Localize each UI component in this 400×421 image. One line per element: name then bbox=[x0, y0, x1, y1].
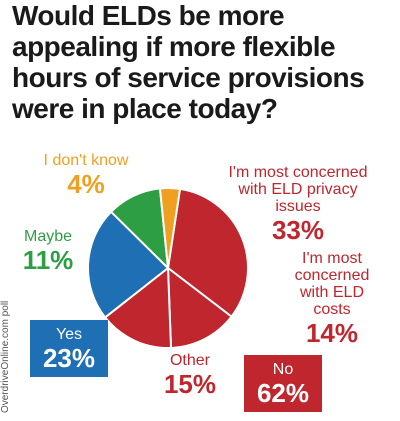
chart-title: Would ELDs be more appealing if more fle… bbox=[12, 0, 365, 124]
pie-slice-i-m-most-concerned-with-eld-privacy-issues bbox=[166, 187, 249, 319]
label-yes-text: Yes bbox=[55, 326, 83, 343]
label-costs: I'm most concerned with ELD costs 14% bbox=[286, 250, 378, 346]
source-credit: OverdriveOnline.com poll bbox=[0, 300, 11, 413]
label-other-pct: 15% bbox=[163, 369, 217, 399]
label-other-text: Other bbox=[169, 352, 210, 369]
label-other: Other 15% bbox=[160, 352, 220, 397]
pie-slice-i-don-t-know bbox=[158, 187, 182, 269]
label-privacy-pct: 33% bbox=[271, 215, 325, 245]
label-maybe-pct: 11% bbox=[22, 245, 74, 275]
label-costs-text: I'm most concerned with ELD costs bbox=[294, 250, 370, 318]
label-maybe-text: Maybe bbox=[23, 228, 73, 245]
label-no-text: No bbox=[272, 361, 294, 378]
pie-slice-i-m-most-concerned-with-eld-costs bbox=[166, 265, 233, 349]
pie-slice-yes bbox=[87, 210, 170, 319]
label-no-pct: 62% bbox=[256, 378, 310, 408]
label-no-box: No 62% bbox=[244, 355, 322, 412]
label-privacy: I'm most concerned with ELD privacy issu… bbox=[208, 164, 388, 243]
label-dontknow-pct: 4% bbox=[67, 169, 105, 199]
label-dontknow: I don't know 4% bbox=[36, 152, 136, 197]
label-yes-box: Yes 23% bbox=[30, 320, 108, 377]
label-dontknow-text: I don't know bbox=[43, 152, 129, 169]
label-costs-pct: 14% bbox=[305, 318, 359, 348]
label-privacy-text: I'm most concerned with ELD privacy issu… bbox=[228, 164, 368, 215]
label-maybe: Maybe 11% bbox=[18, 228, 78, 273]
label-yes-pct: 23% bbox=[42, 343, 96, 373]
